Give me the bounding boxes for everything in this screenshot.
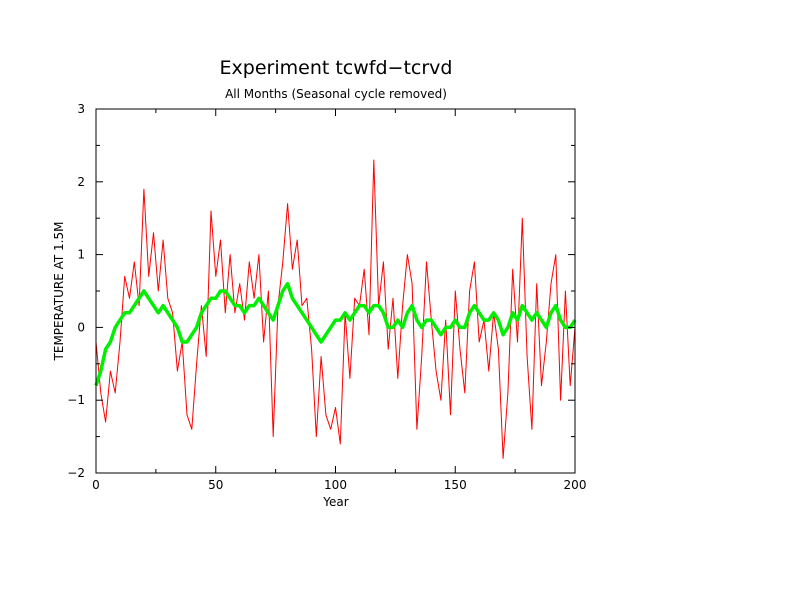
series-line-monthly: [95, 159, 576, 459]
y-tick-label: 2: [77, 175, 85, 189]
x-axis-label: Year: [322, 495, 348, 509]
x-tick-label: 200: [564, 478, 587, 492]
chart-title: Experiment tcwfd−tcrvd: [220, 57, 453, 79]
x-tick-label: 0: [92, 478, 100, 492]
series-layer: [94, 159, 577, 459]
y-tick-label: −2: [67, 466, 85, 480]
series-line-smoothed: [94, 281, 577, 387]
chart-subtitle: All Months (Seasonal cycle removed): [225, 87, 447, 101]
plot-area-frame: [95, 108, 576, 474]
axis-ticks: 0 50 100 150 200 −2 −1 0 1 2 3: [67, 102, 586, 492]
y-tick-label: 1: [77, 248, 85, 262]
y-tick-label: −1: [67, 393, 85, 407]
x-tick-label: 50: [208, 478, 223, 492]
y-axis-label: TEMPERATURE AT 1.5M: [52, 222, 66, 362]
y-tick-label: 0: [77, 320, 85, 334]
x-tick-label: 100: [324, 478, 347, 492]
y-tick-label: 3: [77, 102, 85, 116]
x-tick-label: 150: [444, 478, 467, 492]
